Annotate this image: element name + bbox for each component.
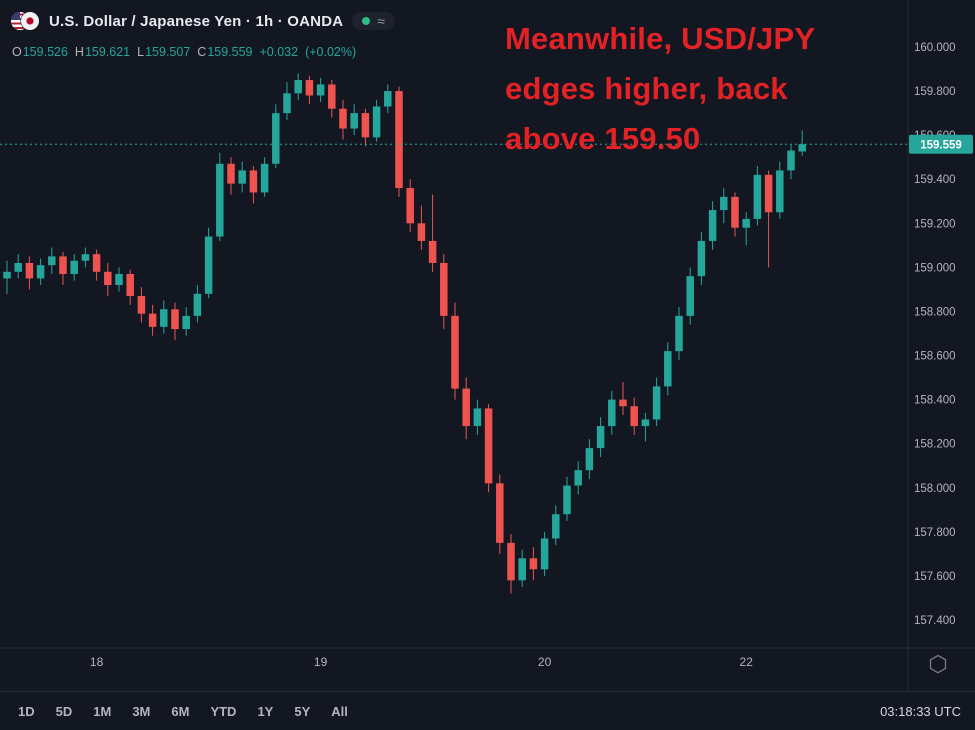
timezone-hexagon-icon[interactable] bbox=[929, 654, 947, 674]
annotation-line: above 159.50 bbox=[505, 121, 701, 156]
high-label: H bbox=[74, 45, 84, 59]
price-chart[interactable]: 160.000159.800159.600159.400159.200159.0… bbox=[0, 0, 975, 691]
range-button-5y[interactable]: 5Y bbox=[294, 703, 311, 719]
close-label: C bbox=[197, 45, 207, 59]
svg-text:158.600: 158.600 bbox=[914, 351, 956, 363]
symbol-title[interactable]: U.S. Dollar / Japanese Yen · 1h · OANDA bbox=[49, 12, 344, 30]
change-value: +0.032 bbox=[259, 45, 299, 59]
svg-text:158.400: 158.400 bbox=[914, 395, 956, 407]
ohlc-low: L 159.507 bbox=[137, 45, 190, 59]
svg-text:159.400: 159.400 bbox=[914, 174, 956, 186]
price-axis[interactable]: 160.000159.800159.600159.400159.200159.0… bbox=[909, 42, 973, 627]
svg-text:159.559: 159.559 bbox=[920, 140, 962, 152]
svg-text:158.000: 158.000 bbox=[914, 483, 956, 495]
range-buttons: 1D 5D 1M 3M 6M YTD 1Y 5Y All bbox=[18, 704, 348, 719]
svg-text:157.600: 157.600 bbox=[914, 571, 956, 583]
ohlc-high: H 159.621 bbox=[75, 45, 130, 59]
annotation-line: edges higher, back bbox=[505, 71, 788, 106]
range-button-ytd[interactable]: YTD bbox=[210, 703, 237, 719]
approx-data-icon: ≈ bbox=[377, 13, 385, 29]
svg-text:159.000: 159.000 bbox=[914, 262, 956, 274]
svg-text:157.400: 157.400 bbox=[914, 615, 956, 627]
svg-text:159.800: 159.800 bbox=[914, 86, 956, 98]
low-value: 159.507 bbox=[145, 45, 191, 59]
range-button-1y[interactable]: 1Y bbox=[257, 703, 274, 719]
range-button-all[interactable]: All bbox=[331, 703, 348, 719]
last-price-badge bbox=[909, 134, 973, 154]
open-label: O bbox=[12, 45, 22, 59]
svg-text:159.200: 159.200 bbox=[914, 218, 956, 230]
chart-grid bbox=[0, 0, 975, 691]
close-value: 159.559 bbox=[207, 45, 253, 59]
high-value: 159.621 bbox=[84, 45, 131, 59]
svg-text:19: 19 bbox=[314, 655, 328, 669]
time-axis[interactable]: 18 19 20 22 bbox=[90, 655, 753, 669]
svg-text:158.800: 158.800 bbox=[914, 306, 956, 318]
svg-text:22: 22 bbox=[740, 655, 754, 669]
range-button-6m[interactable]: 6M bbox=[171, 703, 190, 719]
bottom-toolbar: 1D 5D 1M 3M 6M YTD 1Y 5Y All 03:18:33 UTC bbox=[0, 691, 975, 730]
ohlc-open: O 159.526 bbox=[12, 45, 68, 59]
ohlc-close: C 159.559 bbox=[197, 45, 252, 59]
svg-text:157.800: 157.800 bbox=[914, 527, 956, 539]
svg-text:18: 18 bbox=[90, 655, 104, 669]
range-button-3m[interactable]: 3M bbox=[132, 703, 151, 719]
annotation-text: Meanwhile, USD/JPY edges higher, back ab… bbox=[505, 14, 815, 164]
symbol-legend: U.S. Dollar / Japanese Yen · 1h · OANDA … bbox=[10, 11, 395, 31]
svg-text:20: 20 bbox=[538, 655, 552, 669]
range-button-5d[interactable]: 5D bbox=[55, 703, 73, 719]
svg-text:158.200: 158.200 bbox=[914, 439, 956, 451]
ohlc-row: O 159.526 H 159.621 L 159.507 C 159.559 +0.0… bbox=[12, 45, 356, 59]
range-button-1d[interactable]: 1D bbox=[18, 703, 35, 719]
clock[interactable]: 03:18:33 UTC bbox=[880, 703, 961, 719]
change-percent: (+0.02%) bbox=[305, 45, 357, 59]
open-value: 159.526 bbox=[22, 45, 68, 59]
market-open-dot-icon bbox=[362, 17, 371, 25]
candles-layer bbox=[3, 73, 806, 594]
annotation-line: Meanwhile, USD/JPY bbox=[505, 21, 816, 56]
low-label: L bbox=[137, 45, 145, 59]
market-status-pill[interactable]: ≈ bbox=[352, 12, 395, 30]
usdjpy-flag-icon bbox=[10, 11, 40, 31]
range-button-1m[interactable]: 1M bbox=[93, 703, 112, 719]
svg-text:160.000: 160.000 bbox=[914, 42, 956, 54]
